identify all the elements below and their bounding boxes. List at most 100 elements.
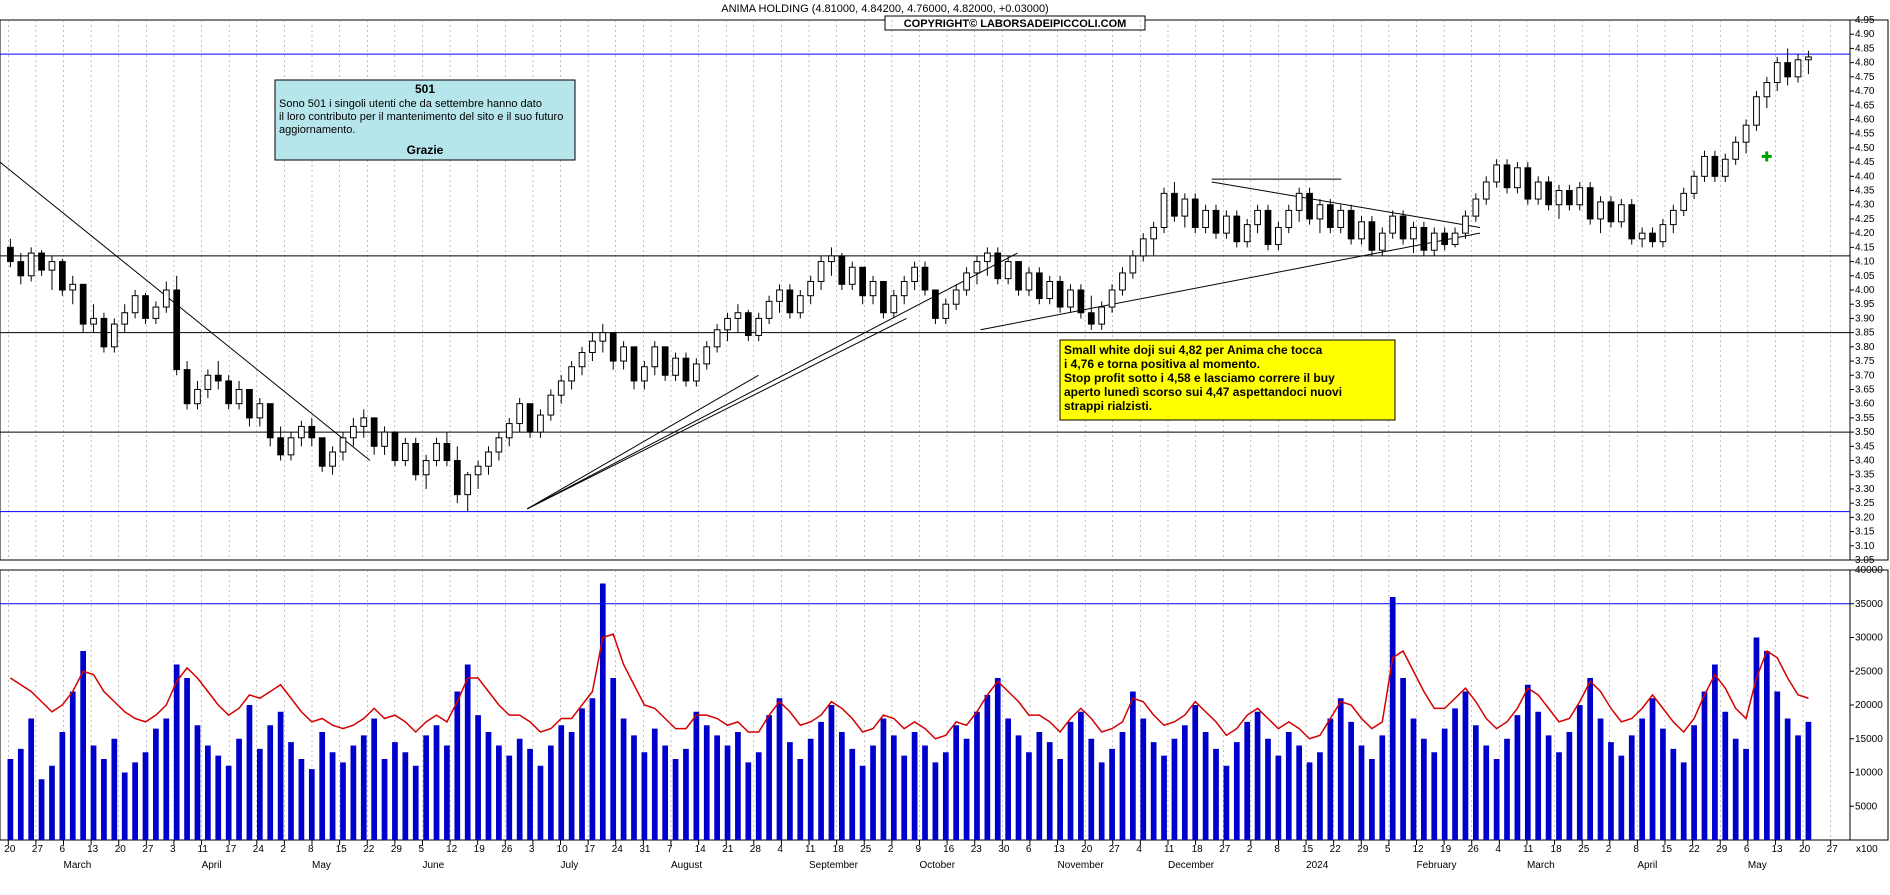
svg-text:3.75: 3.75	[1855, 356, 1875, 367]
svg-text:6: 6	[1744, 844, 1750, 855]
svg-text:February: February	[1416, 860, 1456, 871]
svg-text:22: 22	[363, 844, 375, 855]
svg-text:4.40: 4.40	[1855, 171, 1875, 182]
svg-text:4.10: 4.10	[1855, 257, 1875, 268]
stock-chart: ANIMA HOLDING (4.81000, 4.84200, 4.76000…	[0, 0, 1890, 895]
svg-text:28: 28	[750, 844, 762, 855]
svg-text:8: 8	[1633, 844, 1639, 855]
svg-text:13: 13	[87, 844, 99, 855]
svg-text:27: 27	[1827, 844, 1839, 855]
svg-text:3.95: 3.95	[1855, 299, 1875, 310]
svg-text:4: 4	[777, 844, 783, 855]
svg-text:27: 27	[142, 844, 154, 855]
svg-text:23: 23	[971, 844, 983, 855]
svg-text:2: 2	[1247, 844, 1253, 855]
svg-text:26: 26	[501, 844, 513, 855]
svg-text:15000: 15000	[1855, 734, 1883, 745]
svg-text:3.90: 3.90	[1855, 313, 1875, 324]
svg-text:26: 26	[1468, 844, 1480, 855]
svg-text:10: 10	[557, 844, 569, 855]
svg-text:40000: 40000	[1855, 565, 1883, 576]
svg-text:April: April	[1637, 860, 1657, 871]
svg-text:9: 9	[915, 844, 921, 855]
svg-text:May: May	[1748, 860, 1767, 871]
svg-text:31: 31	[639, 844, 651, 855]
svg-text:11: 11	[805, 844, 816, 855]
svg-text:2: 2	[888, 844, 894, 855]
svg-text:25: 25	[1578, 844, 1590, 855]
svg-text:3.80: 3.80	[1855, 342, 1875, 353]
svg-text:20: 20	[4, 844, 16, 855]
svg-text:8: 8	[308, 844, 314, 855]
svg-text:22: 22	[1689, 844, 1701, 855]
svg-text:20: 20	[1081, 844, 1093, 855]
svg-text:4.35: 4.35	[1855, 186, 1875, 197]
svg-text:24: 24	[612, 844, 624, 855]
svg-text:18: 18	[833, 844, 845, 855]
svg-text:5000: 5000	[1855, 801, 1878, 812]
svg-text:November: November	[1058, 860, 1105, 871]
svg-text:19: 19	[1440, 844, 1452, 855]
svg-text:20000: 20000	[1855, 700, 1883, 711]
svg-text:4: 4	[1495, 844, 1501, 855]
svg-text:12: 12	[1412, 844, 1424, 855]
svg-text:4.30: 4.30	[1855, 200, 1875, 211]
svg-text:27: 27	[1219, 844, 1231, 855]
svg-text:22: 22	[1330, 844, 1342, 855]
svg-text:29: 29	[1716, 844, 1728, 855]
svg-text:21: 21	[722, 844, 734, 855]
svg-text:3.10: 3.10	[1855, 541, 1875, 552]
svg-text:19: 19	[474, 844, 486, 855]
svg-text:13: 13	[1054, 844, 1066, 855]
svg-text:24: 24	[253, 844, 265, 855]
svg-text:4: 4	[1136, 844, 1142, 855]
svg-text:September: September	[809, 860, 859, 871]
svg-text:3.70: 3.70	[1855, 370, 1875, 381]
svg-text:18: 18	[1551, 844, 1563, 855]
svg-text:3.55: 3.55	[1855, 413, 1875, 424]
svg-text:4.25: 4.25	[1855, 214, 1875, 225]
svg-text:27: 27	[1109, 844, 1121, 855]
svg-text:4.65: 4.65	[1855, 100, 1875, 111]
svg-text:27: 27	[32, 844, 44, 855]
svg-text:11: 11	[198, 844, 209, 855]
svg-text:3: 3	[529, 844, 535, 855]
svg-text:October: October	[919, 860, 955, 871]
svg-text:12: 12	[446, 844, 458, 855]
svg-text:COPYRIGHT© LABORSADEIPICCOLI.C: COPYRIGHT© LABORSADEIPICCOLI.COM	[904, 18, 1127, 30]
svg-text:6: 6	[1026, 844, 1032, 855]
svg-text:4.45: 4.45	[1855, 157, 1875, 168]
svg-text:15: 15	[1302, 844, 1314, 855]
svg-text:17: 17	[225, 844, 237, 855]
svg-text:30: 30	[998, 844, 1010, 855]
svg-text:18: 18	[1192, 844, 1204, 855]
svg-text:11: 11	[1164, 844, 1175, 855]
svg-text:15: 15	[1661, 844, 1673, 855]
svg-text:29: 29	[391, 844, 403, 855]
svg-text:5: 5	[418, 844, 424, 855]
svg-text:20: 20	[115, 844, 127, 855]
svg-text:x100: x100	[1856, 844, 1878, 855]
svg-text:4.95: 4.95	[1855, 15, 1875, 26]
svg-text:4.60: 4.60	[1855, 114, 1875, 125]
svg-text:2024: 2024	[1306, 860, 1329, 871]
svg-text:3.20: 3.20	[1855, 512, 1875, 523]
svg-text:4.55: 4.55	[1855, 129, 1875, 140]
svg-text:August: August	[671, 860, 702, 871]
svg-text:3.60: 3.60	[1855, 399, 1875, 410]
svg-text:29: 29	[1357, 844, 1369, 855]
svg-text:June: June	[422, 860, 444, 871]
svg-text:501: 501	[415, 82, 435, 96]
svg-text:4.80: 4.80	[1855, 58, 1875, 69]
svg-text:3.45: 3.45	[1855, 441, 1875, 452]
svg-text:i 4,76 e torna positiva al mom: i 4,76 e torna positiva al momento.	[1064, 357, 1260, 371]
svg-text:4.05: 4.05	[1855, 271, 1875, 282]
svg-text:Stop profit sotto i 4,58 e las: Stop profit sotto i 4,58 e lasciamo corr…	[1064, 371, 1335, 385]
svg-text:35000: 35000	[1855, 599, 1883, 610]
svg-text:4.70: 4.70	[1855, 86, 1875, 97]
svg-text:17: 17	[584, 844, 596, 855]
svg-text:4.00: 4.00	[1855, 285, 1875, 296]
svg-text:11: 11	[1523, 844, 1534, 855]
svg-text:3.65: 3.65	[1855, 384, 1875, 395]
svg-text:6: 6	[60, 844, 66, 855]
